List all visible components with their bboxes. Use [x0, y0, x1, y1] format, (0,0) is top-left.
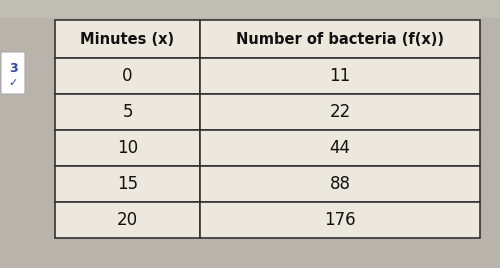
Bar: [55, 58, 200, 94]
Text: 44: 44: [330, 139, 350, 157]
Text: 3: 3: [8, 61, 18, 75]
Bar: [200, 94, 480, 130]
Bar: [200, 202, 480, 238]
Bar: [200, 130, 480, 166]
Text: 0: 0: [122, 67, 133, 85]
Text: 20: 20: [117, 211, 138, 229]
Text: 22: 22: [330, 103, 350, 121]
FancyBboxPatch shape: [1, 52, 25, 94]
Text: 5: 5: [122, 103, 133, 121]
Bar: [0, 0, 500, 18]
Bar: [200, 20, 480, 58]
Bar: [200, 58, 480, 94]
Bar: [200, 166, 480, 202]
Text: 15: 15: [117, 175, 138, 193]
Text: Minutes (x): Minutes (x): [80, 32, 174, 47]
Text: 11: 11: [330, 67, 350, 85]
Text: 176: 176: [324, 211, 356, 229]
Text: ✓: ✓: [8, 78, 18, 88]
Bar: [55, 202, 200, 238]
Bar: [55, 166, 200, 202]
Text: 88: 88: [330, 175, 350, 193]
Text: Number of bacteria (f(x)): Number of bacteria (f(x)): [236, 32, 444, 47]
Text: 10: 10: [117, 139, 138, 157]
Bar: [55, 20, 200, 58]
Bar: [55, 94, 200, 130]
Bar: [55, 130, 200, 166]
